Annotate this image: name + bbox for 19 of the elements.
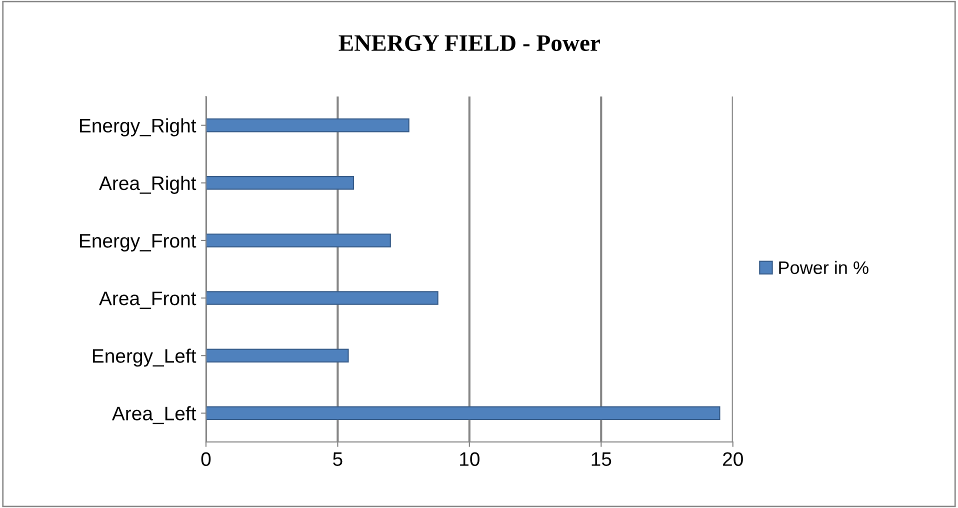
x-tick-label: 5 [333, 452, 342, 466]
y-tick-label: Area_Front [99, 292, 196, 309]
bar [206, 234, 391, 248]
x-tick-label: 15 [592, 452, 612, 466]
y-tick-label: Area_Left [112, 406, 196, 424]
y-tick-label: Energy_Front [80, 234, 196, 252]
bar [206, 291, 438, 305]
x-tick-label: 20 [723, 452, 743, 466]
y-tick-label: Area_Right [99, 176, 196, 194]
x-tick-label: 0 [201, 452, 211, 466]
bar [206, 348, 349, 362]
chart-title: ENERGY FIELD - Power [338, 35, 600, 52]
bar [206, 176, 354, 190]
y-tick-label: Energy_Right [80, 118, 196, 136]
legend-label: Power in % [779, 260, 868, 274]
bar [206, 406, 720, 420]
y-tick-label: Energy_Left [92, 348, 196, 367]
bar [206, 118, 410, 132]
x-tick-label: 10 [460, 452, 480, 466]
